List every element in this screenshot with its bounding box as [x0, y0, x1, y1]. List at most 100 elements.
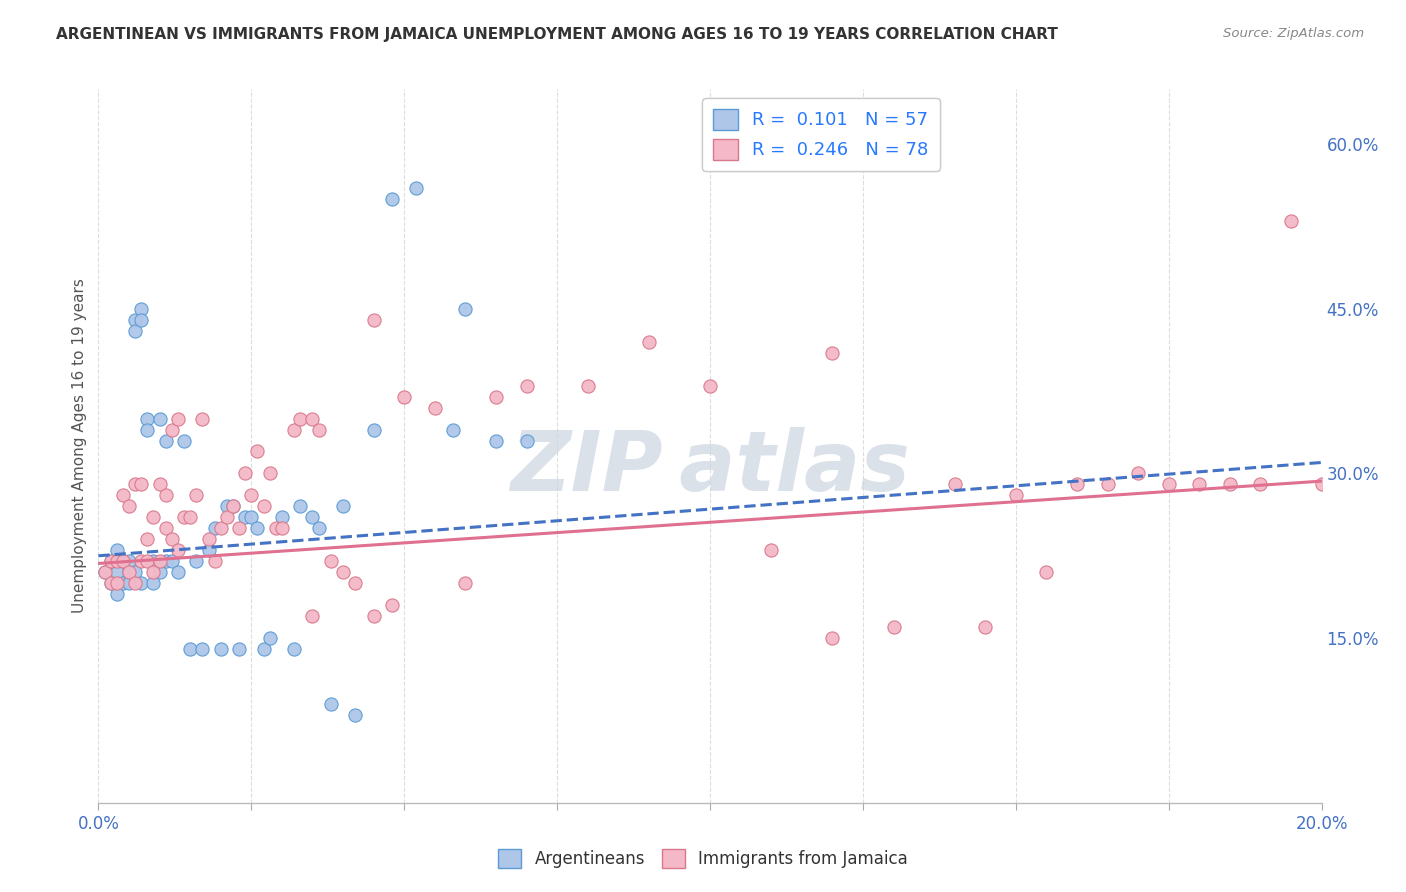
Point	[155, 554, 177, 568]
Point	[105, 566, 128, 580]
Point	[118, 576, 141, 591]
Point	[1128, 467, 1150, 481]
Point	[129, 554, 152, 568]
Point	[111, 554, 134, 568]
Point	[222, 500, 245, 514]
Point	[118, 566, 141, 580]
Point	[155, 521, 177, 535]
Point	[270, 521, 292, 535]
Text: Source: ZipAtlas.com: Source: ZipAtlas.com	[1223, 27, 1364, 40]
Point	[186, 488, 208, 502]
Point	[197, 533, 219, 547]
Point	[160, 423, 183, 437]
Point	[485, 390, 508, 404]
Point	[142, 576, 165, 591]
Point	[111, 488, 134, 502]
Text: ARGENTINEAN VS IMMIGRANTS FROM JAMAICA UNEMPLOYMENT AMONG AGES 16 TO 19 YEARS CO: ARGENTINEAN VS IMMIGRANTS FROM JAMAICA U…	[56, 27, 1059, 42]
Point	[155, 488, 177, 502]
Point	[637, 334, 661, 349]
Point	[100, 554, 122, 568]
Text: ZIP atlas: ZIP atlas	[510, 427, 910, 508]
Point	[454, 576, 477, 591]
Point	[124, 312, 146, 326]
Point	[699, 378, 721, 392]
Point	[283, 423, 305, 437]
Point	[173, 434, 195, 448]
Point	[344, 576, 367, 591]
Point	[118, 500, 141, 514]
Point	[270, 510, 292, 524]
Point	[1279, 214, 1302, 228]
Point	[1004, 488, 1026, 502]
Point	[160, 533, 183, 547]
Point	[118, 566, 141, 580]
Point	[1097, 477, 1119, 491]
Point	[240, 510, 263, 524]
Point	[100, 576, 122, 591]
Point	[209, 521, 232, 535]
Point	[1035, 566, 1057, 580]
Point	[136, 533, 159, 547]
Point	[149, 566, 172, 580]
Point	[246, 444, 269, 458]
Point	[290, 411, 312, 425]
Point	[124, 566, 146, 580]
Point	[233, 467, 256, 481]
Point	[259, 467, 281, 481]
Point	[246, 521, 269, 535]
Point	[392, 390, 416, 404]
Point	[1219, 477, 1241, 491]
Point	[308, 423, 330, 437]
Legend: Argentineans, Immigrants from Jamaica: Argentineans, Immigrants from Jamaica	[491, 842, 915, 875]
Point	[319, 697, 342, 711]
Point	[1157, 477, 1180, 491]
Point	[883, 620, 905, 634]
Point	[167, 543, 190, 558]
Point	[228, 521, 250, 535]
Point	[301, 609, 323, 624]
Point	[136, 423, 159, 437]
Point	[516, 378, 538, 392]
Point	[821, 631, 844, 645]
Point	[129, 477, 152, 491]
Point	[943, 477, 966, 491]
Point	[332, 566, 354, 580]
Point	[179, 642, 201, 657]
Point	[215, 500, 238, 514]
Point	[129, 576, 152, 591]
Point	[264, 521, 287, 535]
Point	[1188, 477, 1211, 491]
Point	[222, 500, 245, 514]
Point	[179, 510, 201, 524]
Point	[167, 566, 190, 580]
Point	[252, 500, 274, 514]
Point	[344, 708, 367, 723]
Point	[142, 566, 165, 580]
Point	[209, 642, 232, 657]
Point	[759, 543, 782, 558]
Point	[142, 510, 165, 524]
Point	[105, 587, 128, 601]
Point	[197, 543, 219, 558]
Point	[118, 554, 141, 568]
Point	[124, 477, 146, 491]
Point	[204, 554, 226, 568]
Point	[129, 312, 152, 326]
Point	[111, 576, 134, 591]
Point	[155, 434, 177, 448]
Point	[191, 642, 214, 657]
Point	[233, 510, 256, 524]
Point	[124, 324, 146, 338]
Point	[576, 378, 599, 392]
Point	[149, 411, 172, 425]
Point	[100, 576, 122, 591]
Point	[259, 631, 281, 645]
Point	[454, 301, 477, 316]
Point	[301, 510, 323, 524]
Point	[1066, 477, 1088, 491]
Point	[423, 401, 446, 415]
Point	[405, 181, 427, 195]
Point	[149, 477, 172, 491]
Point	[363, 609, 385, 624]
Point	[105, 576, 128, 591]
